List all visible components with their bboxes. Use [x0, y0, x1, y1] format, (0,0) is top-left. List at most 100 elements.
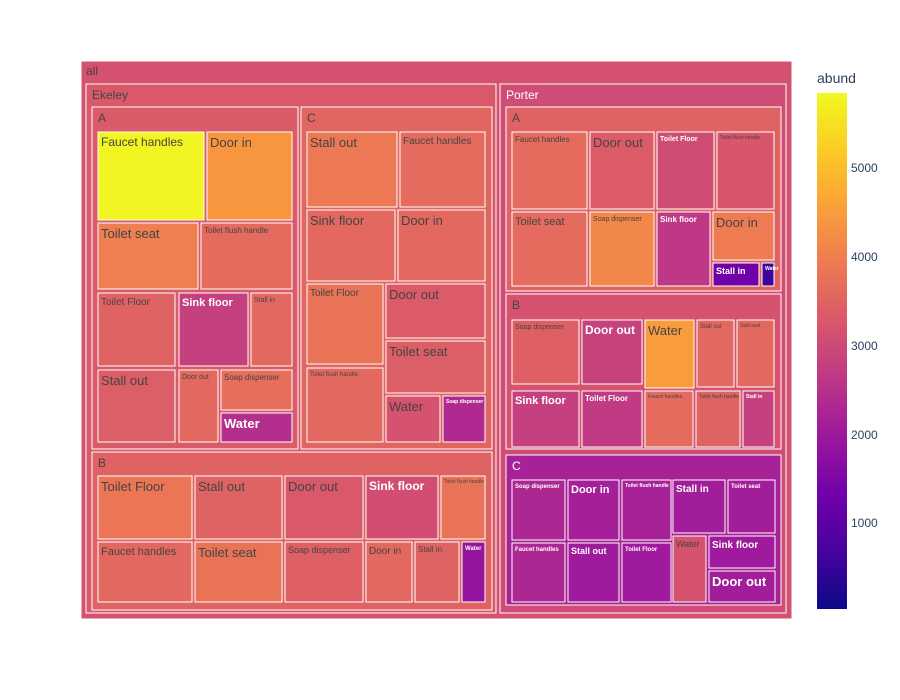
- cell-porter-a-toilet-seat: [511, 211, 588, 287]
- cell-porter-a-faucet-handles: [511, 131, 588, 210]
- cell-ekeley-a-toilet-flush-handle: [200, 222, 293, 290]
- cell-ekeley-a-door-out: [178, 369, 219, 443]
- cell-label-ekeley-b-sink-floor: Sink floor: [369, 479, 425, 493]
- cell-label-porter-c-water: Water: [676, 539, 700, 549]
- cell-porter-c-toilet-seat: [727, 479, 776, 534]
- cell-ekeley-c-door-in: [397, 209, 486, 282]
- cell-label-porter-c-toilet-flush-handle: Toilet flush handle: [625, 483, 669, 489]
- cell-ekeley-b-faucet-handles: [97, 541, 193, 603]
- cell-label-porter-b-toilet-flush-handle: Toilet flush handle: [699, 394, 739, 400]
- cell-ekeley-b-toilet-floor: [97, 475, 193, 540]
- cell-porter-b-stall-seat: [736, 319, 775, 388]
- cell-label-porter-a-sink-floor: Sink floor: [660, 215, 697, 224]
- cell-label-ekeley-c-stall-out: Stall out: [310, 135, 357, 150]
- cell-porter-b-door-out: [581, 319, 643, 385]
- cell-ekeley-a-door-in: [206, 131, 293, 221]
- cell-label-porter-c-soap-dispenser: Soap dispenser: [515, 484, 560, 490]
- cell-label-ekeley-b-soap-dispenser: Soap dispenser: [288, 545, 351, 555]
- cell-label-porter-c-sink-floor: Sink floor: [712, 540, 758, 551]
- cell-label-ekeley-c-toilet-seat: Toilet seat: [389, 344, 448, 359]
- cell-label-ekeley-a-door-out: Door out: [182, 374, 209, 381]
- cell-label-porter-a-faucet-handles: Faucet handles: [515, 135, 570, 144]
- cell-porter-b-faucet-handles: [644, 390, 694, 448]
- cell-porter-c-toilet-flush-handle: [621, 479, 672, 541]
- cell-porter-a-door-out: [589, 131, 655, 210]
- cell-ekeley-b-stall-out: [194, 475, 283, 540]
- cell-label-ekeley-b-stall-out: Stall out: [198, 479, 245, 494]
- cell-porter-c-water: [672, 535, 707, 603]
- colorbar-title: abund: [817, 70, 856, 86]
- cell-porter-c-faucet-handles: [511, 542, 566, 603]
- cell-label-ekeley-a-toilet-floor: Toilet Floor: [101, 297, 151, 308]
- cell-porter-b-toilet-flush-handle: [695, 390, 741, 448]
- cell-label-ekeley-c-door-in: Door in: [401, 213, 443, 228]
- cell-porter-b-water: [644, 319, 695, 389]
- cell-porter-b-soap-dispenser: [511, 319, 580, 385]
- cell-label-porter-c-toilet-floor: Toilet Floor: [625, 547, 658, 553]
- cell-porter-b-toilet-floor: [581, 390, 643, 448]
- cell-label-porter-b-soap-dispenser: Soap dispenser: [515, 324, 564, 331]
- cell-ekeley-b-toilet-seat: [194, 541, 283, 603]
- cell-label-ekeley-b-stall-in: Stall in: [418, 545, 442, 554]
- colorbar-tick: 2000: [851, 427, 878, 442]
- subgroup-label-ekeley-a: A: [98, 111, 106, 125]
- cell-label-porter-c-faucet-handles: Faucet handles: [515, 547, 559, 553]
- cell-ekeley-b-soap-dispenser: [284, 541, 364, 603]
- cell-label-porter-b-water: Water: [648, 323, 683, 338]
- cell-porter-b-stall-out: [696, 319, 735, 388]
- cell-label-ekeley-b-faucet-handles: Faucet handles: [101, 546, 177, 558]
- cell-porter-a-toilet-floor: [656, 131, 715, 210]
- cell-porter-c-soap-dispenser: [511, 479, 566, 541]
- colorbar: [817, 93, 847, 609]
- cell-label-ekeley-a-water: Water: [224, 416, 260, 431]
- cell-label-porter-b-sink-floor: Sink floor: [515, 395, 566, 407]
- cell-porter-c-stall-out: [567, 542, 620, 603]
- cell-label-ekeley-c-toilet-flush-handle: Toilet flush handle: [310, 372, 359, 378]
- cell-ekeley-b-stall-in: [414, 541, 460, 603]
- cell-label-porter-a-toilet-floor: Toilet Floor: [660, 136, 698, 143]
- cell-ekeley-a-stall-in: [250, 292, 293, 367]
- subgroup-label-ekeley-b: B: [98, 456, 106, 470]
- cell-label-ekeley-b-toilet-seat: Toilet seat: [198, 545, 257, 560]
- cell-label-ekeley-a-sink-floor: Sink floor: [182, 297, 233, 309]
- colorbar-tick: 1000: [851, 516, 878, 531]
- cell-ekeley-c-door-out: [385, 283, 486, 339]
- cell-label-ekeley-c-water: Water: [389, 399, 424, 414]
- cell-ekeley-c-sink-floor: [306, 209, 396, 282]
- cell-ekeley-c-toilet-flush-handle: [306, 367, 384, 443]
- cell-label-porter-a-toilet-flush-handle: Toilet flush handle: [720, 135, 760, 141]
- cell-ekeley-a-toilet-seat: [97, 222, 199, 290]
- colorbar-tick: 3000: [851, 338, 878, 353]
- cell-label-porter-c-door-out: Door out: [712, 574, 767, 589]
- cell-label-ekeley-a-stall-in: Stall in: [254, 297, 275, 304]
- cell-label-porter-a-toilet-seat: Toilet seat: [515, 216, 565, 228]
- cell-porter-c-door-in: [567, 479, 620, 541]
- cell-porter-c-stall-in: [672, 479, 726, 534]
- cell-ekeley-a-stall-out: [97, 369, 176, 443]
- cell-label-ekeley-a-toilet-flush-handle: Toilet flush handle: [204, 226, 269, 235]
- cell-porter-a-door-in: [712, 211, 775, 261]
- cell-label-porter-a-soap-dispenser: Soap dispenser: [593, 216, 642, 223]
- cell-ekeley-c-faucet-handles: [399, 131, 486, 208]
- cell-label-porter-c-stall-out: Stall out: [571, 546, 607, 556]
- cell-porter-a-sink-floor: [656, 211, 711, 287]
- colorbar-tick: 4000: [851, 249, 878, 264]
- cell-porter-b-stall-in: [742, 390, 775, 448]
- cell-label-ekeley-c-sink-floor: Sink floor: [310, 213, 365, 228]
- cell-label-ekeley-a-soap-dispenser: Soap dispenser: [224, 373, 280, 382]
- cell-ekeley-a-water: [220, 412, 293, 443]
- cell-ekeley-c-stall-out: [306, 131, 398, 208]
- cell-label-porter-a-door-in: Door in: [716, 215, 758, 230]
- cell-ekeley-a-toilet-floor: [97, 292, 176, 367]
- cell-porter-b-sink-floor: [511, 390, 580, 448]
- cell-porter-c-sink-floor: [708, 535, 776, 569]
- cell-label-porter-b-stall-seat: Stall seat: [740, 323, 761, 329]
- colorbar-tick: 5000: [851, 160, 878, 175]
- cell-ekeley-b-toilet-flush-handle: [440, 475, 486, 540]
- cell-ekeley-a-sink-floor: [178, 292, 249, 367]
- cell-label-ekeley-c-faucet-handles: Faucet handles: [403, 136, 471, 147]
- group-label-ekeley: Ekeley: [92, 88, 128, 102]
- subgroup-label-ekeley-c: C: [307, 111, 316, 125]
- cell-ekeley-a-soap-dispenser: [220, 369, 293, 411]
- cell-label-porter-a-door-out: Door out: [593, 135, 643, 150]
